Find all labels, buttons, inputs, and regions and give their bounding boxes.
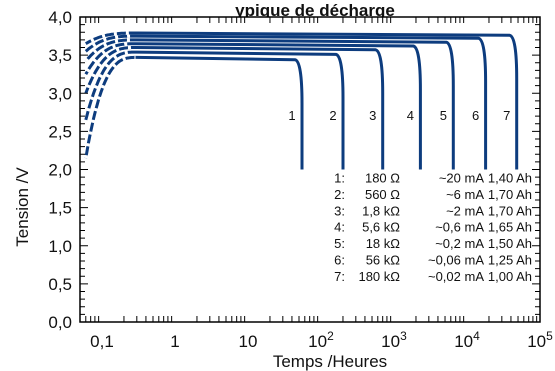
curve-dash-overlay bbox=[84, 34, 136, 53]
legend-current: ~0,02 mA bbox=[428, 269, 484, 284]
legend-index: 1: bbox=[334, 170, 345, 185]
legend-index: 4: bbox=[334, 220, 345, 235]
chart-title: ypique de décharge bbox=[235, 1, 395, 20]
y-tick-label: 3,5 bbox=[48, 46, 72, 65]
discharge-curve-5 bbox=[84, 38, 455, 170]
curve-number-label: 7 bbox=[503, 108, 510, 123]
legend-resistance: 56 kΩ bbox=[366, 252, 401, 267]
discharge-curve-2 bbox=[84, 50, 345, 170]
legend-index: 6: bbox=[334, 252, 345, 267]
legend-resistance: 1,8 kΩ bbox=[362, 203, 400, 218]
legend-capacity: 1,40 Ah bbox=[488, 170, 532, 185]
curve-number-label: 2 bbox=[329, 108, 336, 123]
legend-index: 3: bbox=[334, 203, 345, 218]
y-axis-title: Tension /V bbox=[13, 167, 32, 247]
legend-capacity: 1,70 Ah bbox=[488, 187, 532, 202]
y-tick-label: 2,5 bbox=[48, 122, 72, 141]
discharge-curve-7 bbox=[85, 31, 519, 170]
x-tick-label: 103 bbox=[381, 329, 407, 351]
legend-current: ~0,06 mA bbox=[428, 252, 484, 267]
legend-current: ~6 mA bbox=[446, 187, 484, 202]
x-tick-label: 0,1 bbox=[90, 332, 114, 351]
x-tick-label: 102 bbox=[308, 329, 334, 351]
legend-resistance: 5,6 kΩ bbox=[362, 220, 400, 235]
curve-number-label: 3 bbox=[369, 108, 376, 123]
curve-number-label: 1 bbox=[288, 108, 295, 123]
y-tick-label: 1,5 bbox=[48, 199, 72, 218]
legend-resistance: 560 Ω bbox=[365, 187, 400, 202]
legend-current: ~0,2 mA bbox=[435, 236, 484, 251]
x-tick-label: 1 bbox=[170, 332, 179, 351]
curve-labels: 1 2 3 4 5 6 7 bbox=[288, 108, 510, 123]
legend-current: ~20 mA bbox=[439, 170, 484, 185]
discharge-curve-1 bbox=[84, 55, 304, 170]
x-tick-label: 104 bbox=[454, 329, 480, 351]
y-tick-label: 3,0 bbox=[48, 84, 72, 103]
x-tick-label: 10 bbox=[239, 332, 258, 351]
y-tick-label: 2,0 bbox=[48, 161, 72, 180]
y-tick-label: 4,0 bbox=[48, 8, 72, 27]
legend-table: 1: 180 Ω ~20 mA 1,40 Ah 2: 560 Ω ~6 mA 1,70 Ah 3… bbox=[334, 170, 532, 284]
legend-capacity: 1,65 Ah bbox=[488, 220, 532, 235]
discharge-curves bbox=[84, 31, 519, 170]
legend-resistance: 18 kΩ bbox=[366, 236, 401, 251]
legend-capacity: 1,25 Ah bbox=[488, 252, 532, 267]
curve-dash-overlay bbox=[84, 31, 136, 46]
plot-background bbox=[80, 17, 540, 322]
discharge-curve-4 bbox=[84, 42, 422, 170]
y-tick-label: 0,5 bbox=[48, 275, 72, 294]
discharge-curve-6 bbox=[84, 34, 488, 170]
legend-capacity: 1,00 Ah bbox=[488, 269, 532, 284]
y-tick-label: 0,0 bbox=[48, 313, 72, 332]
legend-resistance: 180 Ω bbox=[365, 170, 400, 185]
legend-current: ~0,6 mA bbox=[435, 220, 484, 235]
curve-dash-overlay bbox=[84, 50, 136, 121]
y-tick-label: 1,0 bbox=[48, 237, 72, 256]
curve-dash-overlay bbox=[84, 38, 136, 63]
legend-capacity: 1,50 Ah bbox=[488, 236, 532, 251]
legend-index: 2: bbox=[334, 187, 345, 202]
legend-current: ~2 mA bbox=[446, 203, 484, 218]
legend-capacity: 1,70 Ah bbox=[488, 203, 532, 218]
x-tick-label: 105 bbox=[527, 329, 553, 351]
legend-index: 7: bbox=[334, 269, 345, 284]
plot-frame bbox=[79, 16, 541, 323]
legend-index: 5: bbox=[334, 236, 345, 251]
curve-number-label: 5 bbox=[440, 108, 447, 123]
legend-resistance: 180 kΩ bbox=[358, 269, 400, 284]
x-axis-title: Temps /Heures bbox=[273, 352, 387, 371]
curve-dash-overlay bbox=[84, 45, 136, 94]
curve-number-label: 4 bbox=[407, 108, 414, 123]
curve-number-label: 6 bbox=[472, 108, 479, 123]
curve-dash-overlay bbox=[84, 42, 136, 76]
